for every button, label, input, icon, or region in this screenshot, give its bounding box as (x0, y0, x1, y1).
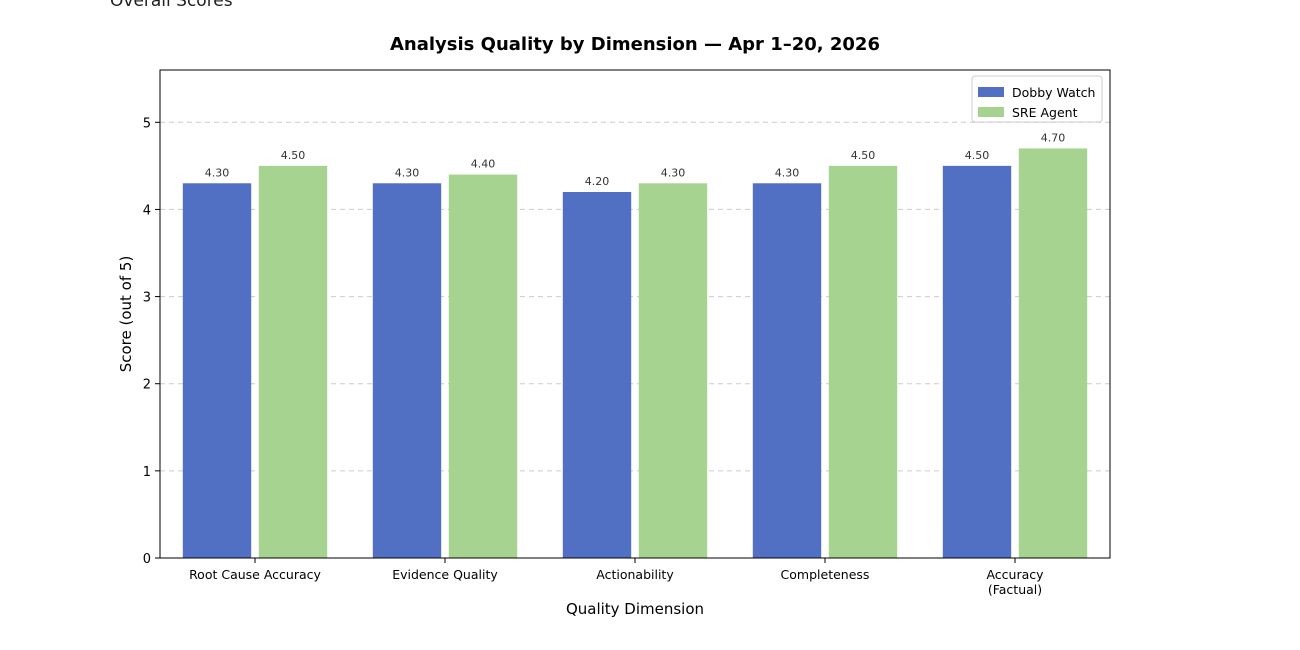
bar (638, 183, 708, 559)
data-label: 4.50 (851, 149, 876, 162)
data-label: 4.30 (661, 166, 686, 179)
data-label: 4.50 (281, 149, 306, 162)
legend-box (971, 75, 1103, 123)
y-tick-label: 0 (143, 552, 151, 567)
bar (448, 174, 518, 559)
y-axis: 0 1 2 3 4 5 (143, 116, 160, 567)
legend-swatch (978, 87, 1004, 97)
x-axis-title: Quality Dimension (566, 600, 704, 618)
bar (752, 183, 822, 559)
y-tick-label: 2 (143, 378, 151, 393)
legend-swatch (978, 107, 1004, 117)
legend-label: SRE Agent (1012, 105, 1078, 120)
data-label: 4.40 (471, 158, 496, 171)
bar (828, 165, 898, 558)
legend-label: Dobby Watch (1012, 85, 1095, 100)
data-label: 4.50 (965, 149, 990, 162)
data-label: 4.30 (395, 166, 420, 179)
data-label: 4.30 (775, 166, 800, 179)
y-tick-label: 5 (143, 116, 151, 131)
x-tick-label: Root Cause Accuracy (189, 567, 321, 582)
y-tick-label: 1 (143, 465, 151, 480)
x-tick-label: Actionability (596, 567, 674, 582)
y-axis-title: Score (out of 5) (117, 256, 135, 373)
x-tick-label: (Factual) (988, 582, 1042, 597)
bar (372, 183, 442, 559)
x-tick-label: Accuracy (986, 567, 1044, 582)
bar (1018, 148, 1088, 558)
bars: 4.30 4.50 4.30 4.40 4.20 4.30 4.30 4.50 4.50 4.70 (182, 131, 1088, 559)
chart-title: Analysis Quality by Dimension — Apr 1–20… (390, 34, 880, 55)
data-label: 4.20 (585, 175, 610, 188)
y-tick-label: 3 (143, 291, 151, 306)
bar (562, 192, 632, 558)
x-tick-label: Evidence Quality (392, 567, 498, 582)
bar (182, 183, 252, 559)
legend: Dobby Watch SRE Agent (971, 75, 1103, 123)
x-axis: Root Cause Accuracy Evidence Quality Actio… (189, 558, 1044, 597)
data-label: 4.70 (1041, 131, 1066, 144)
y-tick-label: 4 (143, 203, 151, 218)
bar (258, 165, 328, 558)
section-heading: Overall Scores (110, 0, 233, 11)
bar (942, 165, 1012, 558)
data-label: 4.30 (205, 166, 230, 179)
x-tick-label: Completeness (781, 567, 870, 582)
